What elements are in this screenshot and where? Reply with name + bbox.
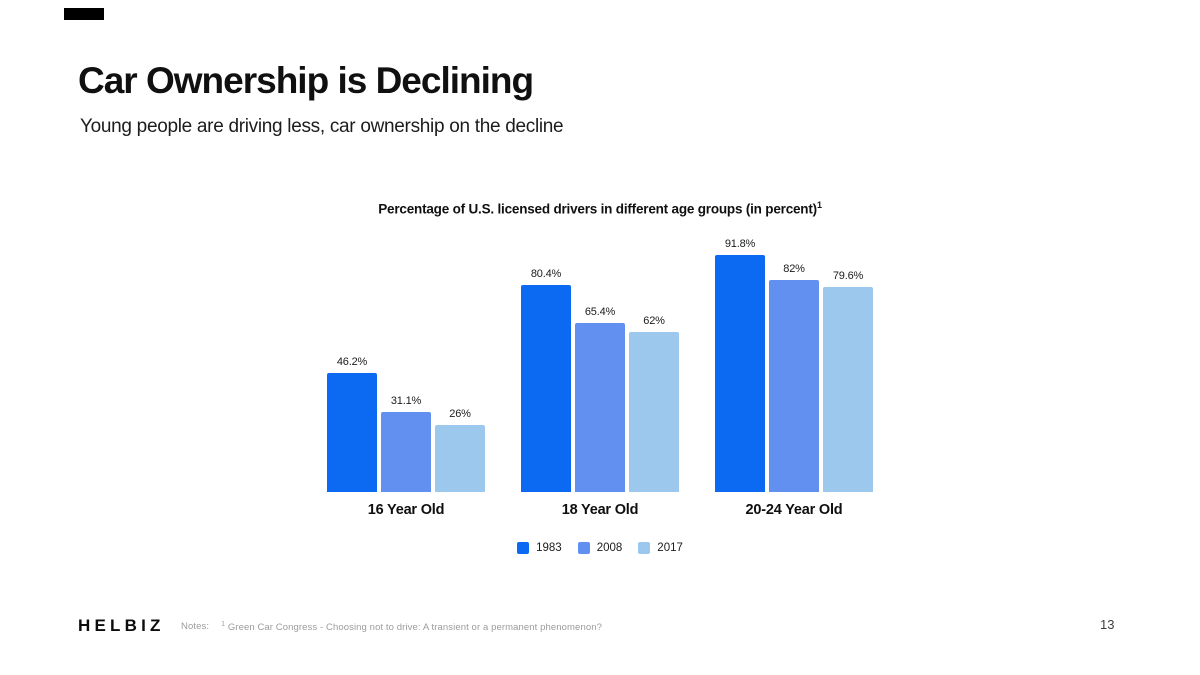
bar-column-2017-18-year-old: 62%	[629, 315, 679, 492]
note-superscript: 1	[221, 621, 226, 628]
bar-column-2017-16-year-old: 26%	[435, 408, 485, 492]
legend-label-1983: 1983	[536, 542, 562, 554]
chart-title: Percentage of U.S. licensed drivers in d…	[0, 200, 1200, 217]
bar-column-1983-18-year-old: 80.4%	[521, 268, 571, 492]
bar-column-1983-16-year-old: 46.2%	[327, 356, 377, 492]
bar-column-2008-16-year-old: 31.1%	[381, 395, 431, 492]
notes-label: Notes:	[181, 621, 210, 632]
bar-1983-20-24-year-old	[715, 255, 765, 492]
note-text: Green Car Congress - Choosing not to dri…	[227, 622, 602, 634]
chart-category-labels: 16 Year Old 18 Year Old 20-24 Year Old	[327, 502, 873, 518]
note-text-wrap: 1 Green Car Congress - Choosing not to d…	[221, 621, 602, 633]
bar-value-label: 46.2%	[336, 355, 368, 368]
bar-1983-18-year-old	[521, 284, 571, 492]
bar-2008-16-year-old	[381, 411, 431, 492]
legend-item-2008: 2008	[577, 542, 623, 554]
page-title: Car Ownership is Declining	[78, 60, 534, 101]
bar-value-label: 79.6%	[832, 269, 864, 282]
bar-1983-16-year-old	[327, 372, 377, 492]
bar-column-1983-20-24-year-old: 91.8%	[715, 238, 765, 492]
legend-swatch-icon-1983	[517, 542, 530, 554]
bar-group-18-year-old: 80.4% 65.4% 62%	[521, 268, 679, 492]
bar-group-16-year-old: 46.2% 31.1% 26%	[327, 356, 485, 492]
footnotes: Notes: 1 Green Car Congress - Choosing n…	[181, 621, 602, 633]
legend-swatch-icon-2008	[577, 542, 590, 554]
bar-value-label: 26%	[449, 407, 471, 420]
bar-2008-20-24-year-old	[769, 280, 819, 492]
category-label-20-24-year-old: 20-24 Year Old	[745, 502, 843, 518]
page-subtitle: Young people are driving less, car owner…	[80, 116, 564, 137]
bar-2017-16-year-old	[435, 424, 485, 492]
brand-logo: HELBIZ	[78, 616, 165, 635]
bar-2008-18-year-old	[575, 323, 625, 492]
legend-swatch-icon-2017	[638, 542, 651, 554]
chart-title-text: Percentage of U.S. licensed drivers in d…	[378, 201, 817, 217]
page-number: 13	[1100, 617, 1115, 632]
bar-value-label: 65.4%	[584, 306, 616, 319]
chart-legend: 1983 2008 2017	[0, 542, 1200, 554]
legend-item-1983: 1983	[517, 542, 562, 554]
bar-value-label: 31.1%	[390, 394, 422, 407]
bar-group-20-24-year-old: 91.8% 82% 79.6%	[715, 238, 873, 492]
bar-column-2017-20-24-year-old: 79.6%	[823, 270, 873, 492]
bar-value-label: 82%	[783, 263, 805, 276]
bar-column-2008-20-24-year-old: 82%	[769, 263, 819, 492]
bar-value-label: 80.4%	[530, 267, 562, 280]
category-label-16-year-old: 16 Year Old	[367, 502, 445, 518]
bar-value-label: 62%	[643, 315, 665, 327]
brand-accent-bar	[64, 8, 104, 20]
legend-label-2017: 2017	[657, 542, 683, 554]
bar-column-2008-18-year-old: 65.4%	[575, 306, 625, 492]
category-label-18-year-old: 18 Year Old	[561, 502, 639, 518]
bar-2017-20-24-year-old	[823, 286, 873, 492]
legend-item-2017: 2017	[638, 542, 683, 554]
bar-2017-18-year-old	[629, 332, 679, 492]
chart-plot: 46.2% 31.1% 26% 80.4% 65.4% 62% 91.8% 82% 79.6%	[327, 238, 873, 492]
legend-label-2008: 2008	[596, 542, 623, 554]
chart-title-footnote-marker: 1	[816, 200, 822, 210]
bar-value-label: 91.8%	[724, 238, 756, 251]
